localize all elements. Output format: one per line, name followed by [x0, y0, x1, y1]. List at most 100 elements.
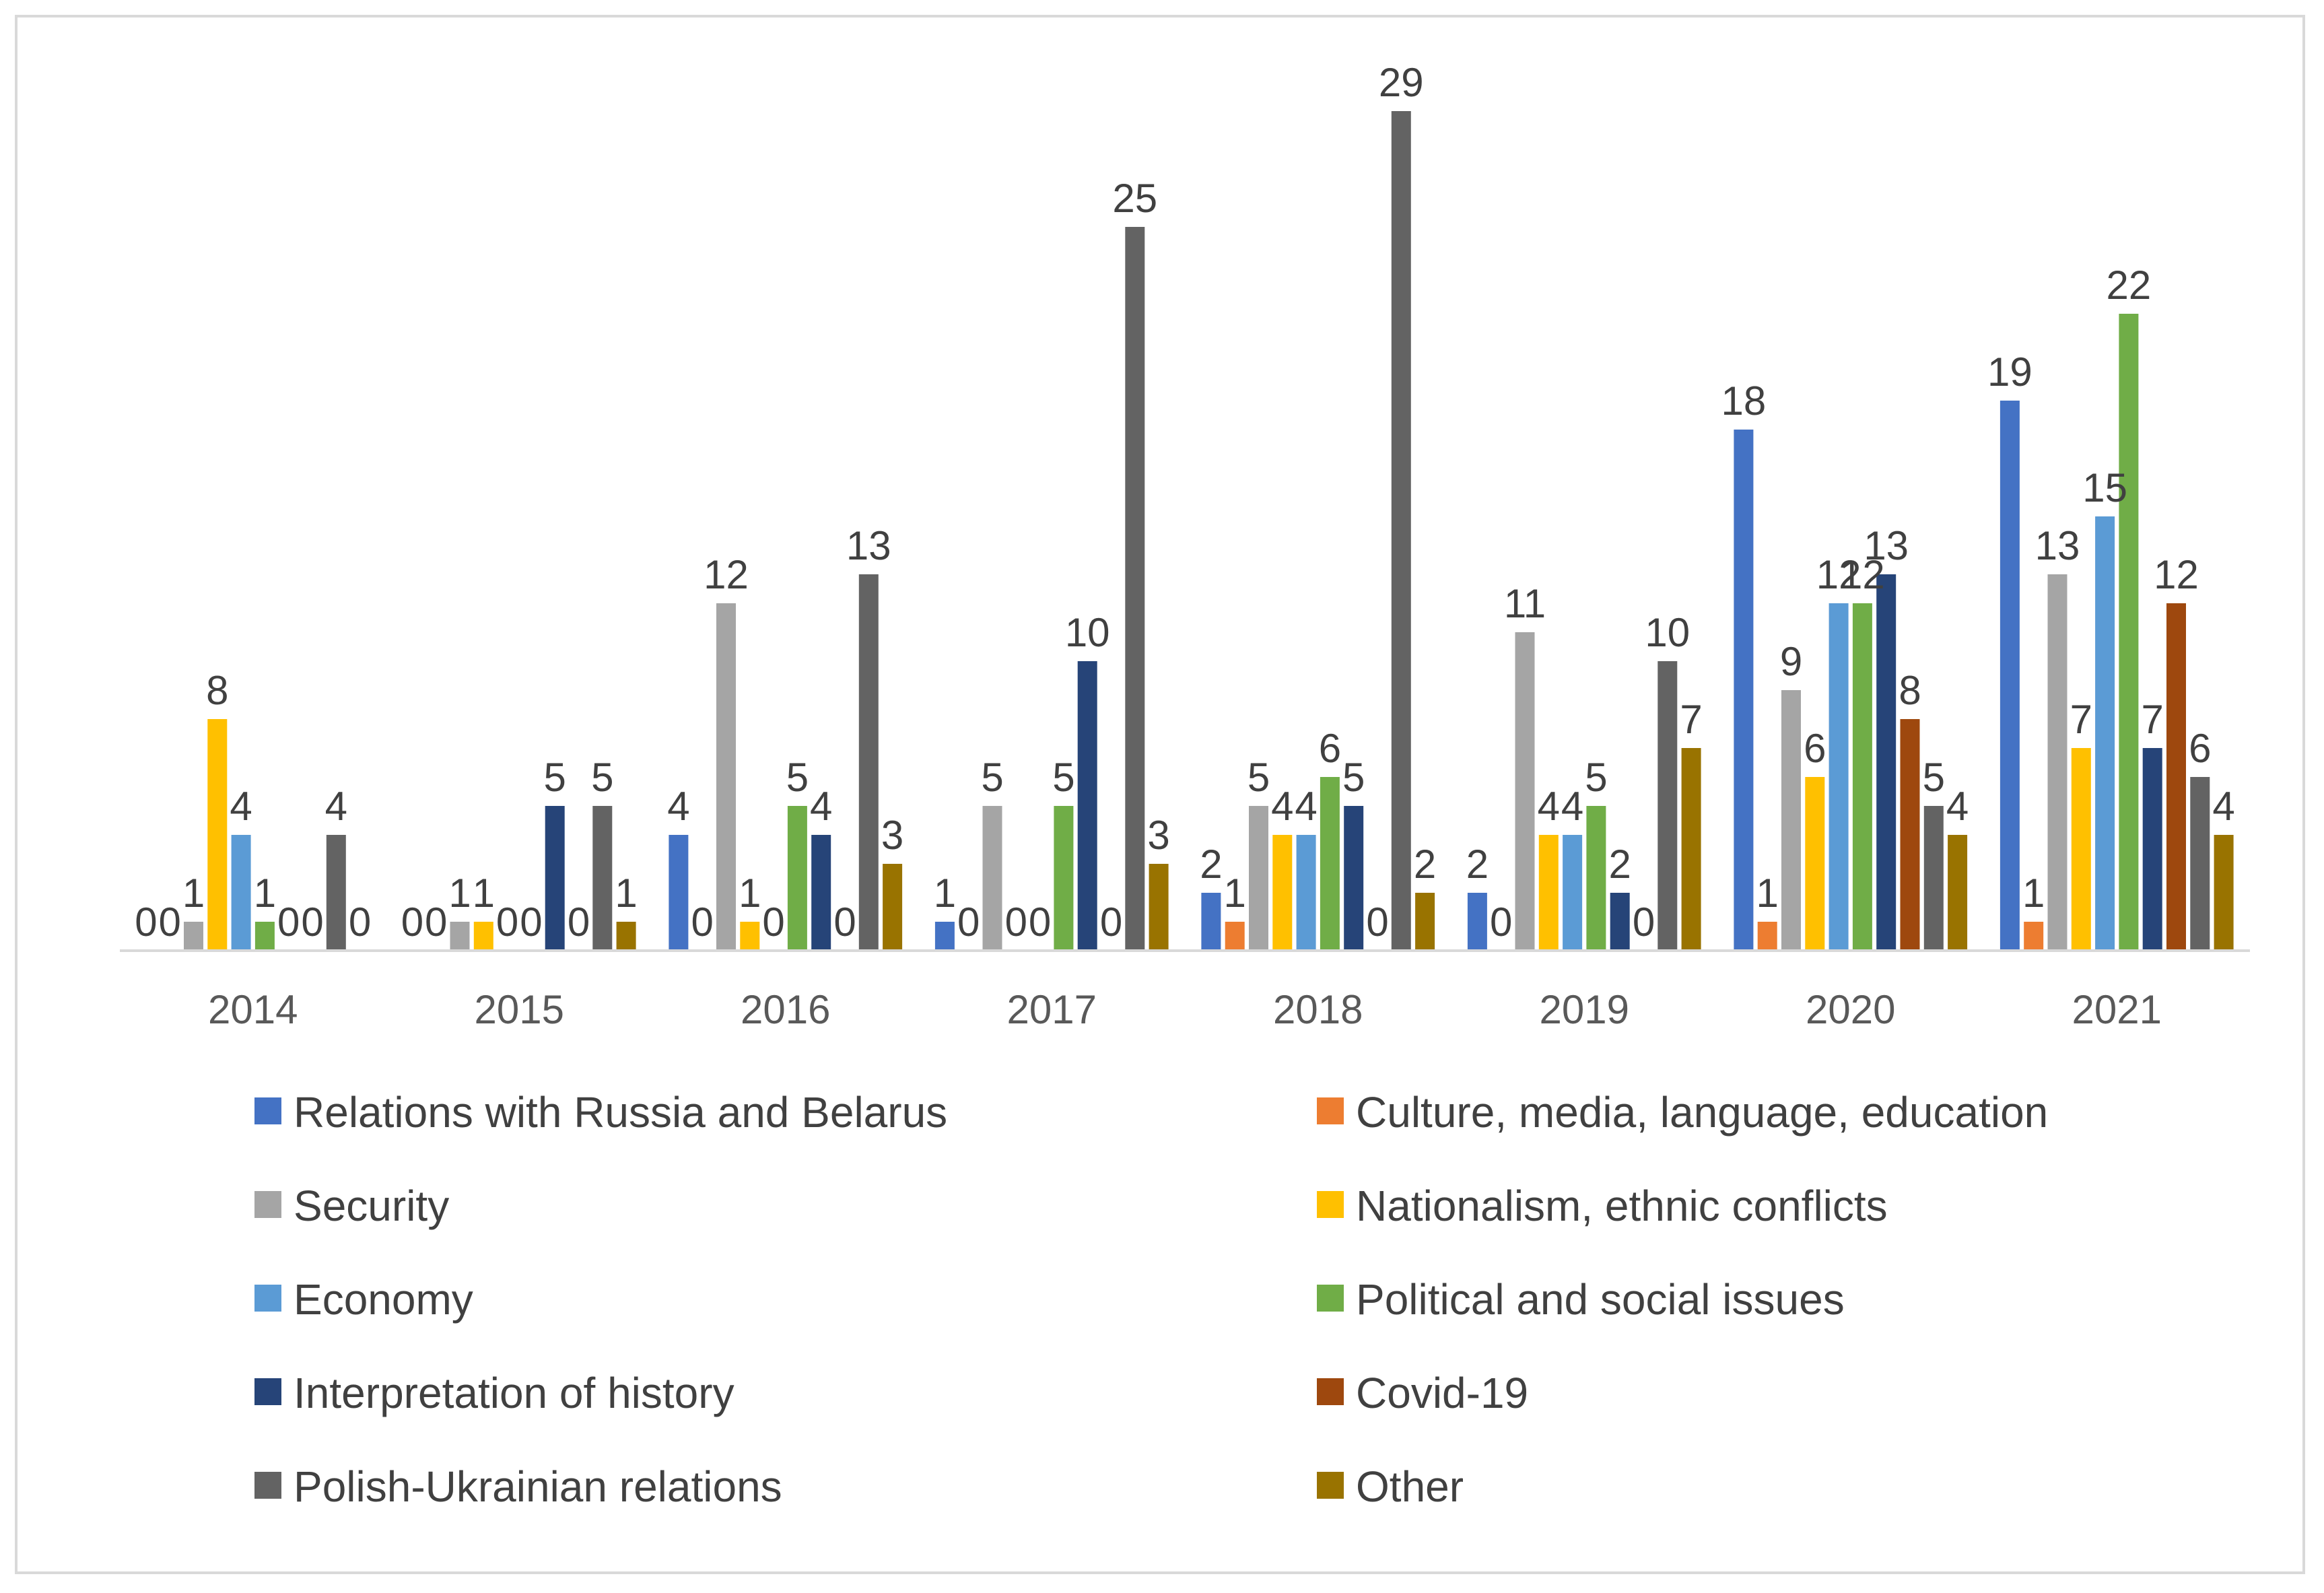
data-label-2016-2: 0 — [691, 900, 714, 945]
data-label-2016-3: 12 — [704, 552, 749, 597]
data-label-2017-4: 0 — [1005, 900, 1027, 945]
data-label-2018-6: 6 — [1319, 726, 1341, 771]
bar-2021-6 — [2119, 314, 2139, 951]
x-tick-label-2015: 2015 — [475, 987, 564, 1032]
legend-swatch-6 — [1317, 1285, 1344, 1312]
bar-2016-6 — [787, 806, 807, 951]
bar-2017-9 — [1125, 227, 1145, 951]
bar-2020-2 — [1757, 922, 1777, 951]
legend-swatch-7 — [254, 1378, 281, 1405]
data-label-2014-7: 0 — [277, 900, 300, 945]
data-label-2016-1: 4 — [667, 784, 689, 829]
data-label-2018-4: 4 — [1271, 784, 1293, 829]
legend-label-4: Nationalism, ethnic conflicts — [1356, 1182, 1888, 1230]
data-label-2021-8: 12 — [2154, 552, 2199, 597]
legend-label-2: Culture, media, language, education — [1356, 1088, 2048, 1137]
data-label-2016-7: 4 — [810, 784, 832, 829]
bars-layer — [184, 111, 2234, 951]
legend-label-7: Interpretation of history — [294, 1369, 734, 1417]
data-label-2019-7: 2 — [1609, 842, 1631, 887]
legend-swatch-4 — [1317, 1191, 1344, 1218]
bar-2016-3 — [716, 603, 736, 951]
x-tick-label-2017: 2017 — [1007, 987, 1097, 1032]
data-label-2021-10: 4 — [2212, 784, 2234, 829]
data-label-2018-10: 2 — [1414, 842, 1436, 887]
x-tick-label-2016: 2016 — [741, 987, 830, 1032]
bar-2021-4 — [2071, 748, 2091, 951]
bar-2016-4 — [740, 922, 760, 951]
data-label-2017-1: 1 — [934, 871, 956, 916]
bar-2017-3 — [982, 806, 1002, 951]
bar-2019-10 — [1681, 748, 1701, 951]
data-label-2018-2: 1 — [1224, 871, 1246, 916]
data-label-2018-1: 2 — [1200, 842, 1222, 887]
x-tick-label-2021: 2021 — [2072, 987, 2162, 1032]
data-label-2014-6: 1 — [254, 871, 276, 916]
legend-label-9: Polish-Ukrainian relations — [294, 1462, 782, 1511]
x-tick-label-2018: 2018 — [1273, 987, 1363, 1032]
data-label-2016-9: 13 — [846, 523, 891, 568]
bar-2018-5 — [1296, 835, 1316, 951]
legend-label-3: Security — [294, 1182, 449, 1230]
bar-2014-6 — [254, 922, 275, 951]
x-tick-label-2014: 2014 — [208, 987, 298, 1032]
data-label-2015-10: 1 — [615, 871, 637, 916]
bar-2020-5 — [1829, 603, 1849, 951]
data-label-2020-5: 12 — [1816, 552, 1861, 597]
data-label-2020-1: 18 — [1721, 378, 1767, 423]
data-label-2020-3: 9 — [1780, 639, 1802, 684]
data-label-2021-1: 19 — [1987, 349, 2032, 395]
bar-2020-3 — [1781, 690, 1801, 951]
data-label-2016-6: 5 — [786, 755, 809, 800]
bar-2020-6 — [1852, 603, 1872, 951]
bar-2020-1 — [1734, 430, 1754, 951]
x-tick-label-2019: 2019 — [1540, 987, 1629, 1032]
data-label-2019-3: 11 — [1504, 581, 1546, 626]
data-label-2015-9: 5 — [591, 755, 613, 800]
bar-2017-7 — [1077, 661, 1097, 951]
bar-2018-10 — [1415, 893, 1435, 951]
bar-2018-9 — [1391, 111, 1411, 951]
bar-2021-1 — [2000, 401, 2020, 951]
data-label-2021-4: 7 — [2070, 697, 2092, 742]
data-label-2020-6: 12 — [1840, 552, 1885, 597]
data-label-2021-6: 22 — [2107, 263, 2152, 308]
data-label-2019-1: 2 — [1466, 842, 1489, 887]
bar-2020-9 — [1923, 806, 1944, 951]
data-label-2014-3: 1 — [182, 871, 205, 916]
legend-label-8: Covid-19 — [1356, 1369, 1528, 1417]
bar-2016-10 — [883, 864, 903, 951]
bar-2021-9 — [2190, 777, 2210, 951]
legend-swatch-10 — [1317, 1472, 1344, 1499]
bar-2021-3 — [2047, 574, 2067, 951]
data-label-2014-1: 0 — [135, 900, 157, 945]
legend-swatch-2 — [1317, 1097, 1344, 1124]
data-label-2019-4: 4 — [1538, 784, 1560, 829]
data-label-2019-10: 7 — [1680, 697, 1702, 742]
bar-2018-1 — [1201, 893, 1221, 951]
bar-2016-9 — [858, 574, 879, 951]
data-label-2020-9: 5 — [1923, 755, 1945, 800]
data-label-2014-5: 4 — [230, 784, 252, 829]
legend-label-1: Relations with Russia and Belarus — [294, 1088, 947, 1137]
data-label-2017-3: 5 — [981, 755, 1003, 800]
bar-2021-5 — [2095, 516, 2115, 951]
data-label-2017-9: 25 — [1112, 176, 1157, 221]
legend-label-10: Other — [1356, 1462, 1464, 1511]
data-label-2019-8: 0 — [1633, 900, 1655, 945]
bar-2021-10 — [2214, 835, 2234, 951]
data-label-2018-9: 29 — [1379, 60, 1424, 105]
data-label-2017-5: 0 — [1029, 900, 1051, 945]
data-label-2015-1: 0 — [401, 900, 423, 945]
data-label-2019-2: 0 — [1490, 900, 1512, 945]
bar-2019-6 — [1586, 806, 1606, 951]
bar-2021-7 — [2142, 748, 2162, 951]
data-label-2014-4: 8 — [206, 668, 228, 713]
bar-2020-4 — [1805, 777, 1825, 951]
data-label-2016-5: 0 — [762, 900, 784, 945]
bar-2015-9 — [592, 806, 613, 951]
data-label-2018-7: 5 — [1342, 755, 1365, 800]
chart-frame: 0 0 1 8 4 1 0 0 4 0 0 0 1 1 0 0 5 0 5 1 4 0 12 1 0 5 4 0 13 3 1 0 5 0 0 5 10… — [15, 15, 2305, 1574]
data-label-2019-9: 10 — [1645, 610, 1690, 655]
